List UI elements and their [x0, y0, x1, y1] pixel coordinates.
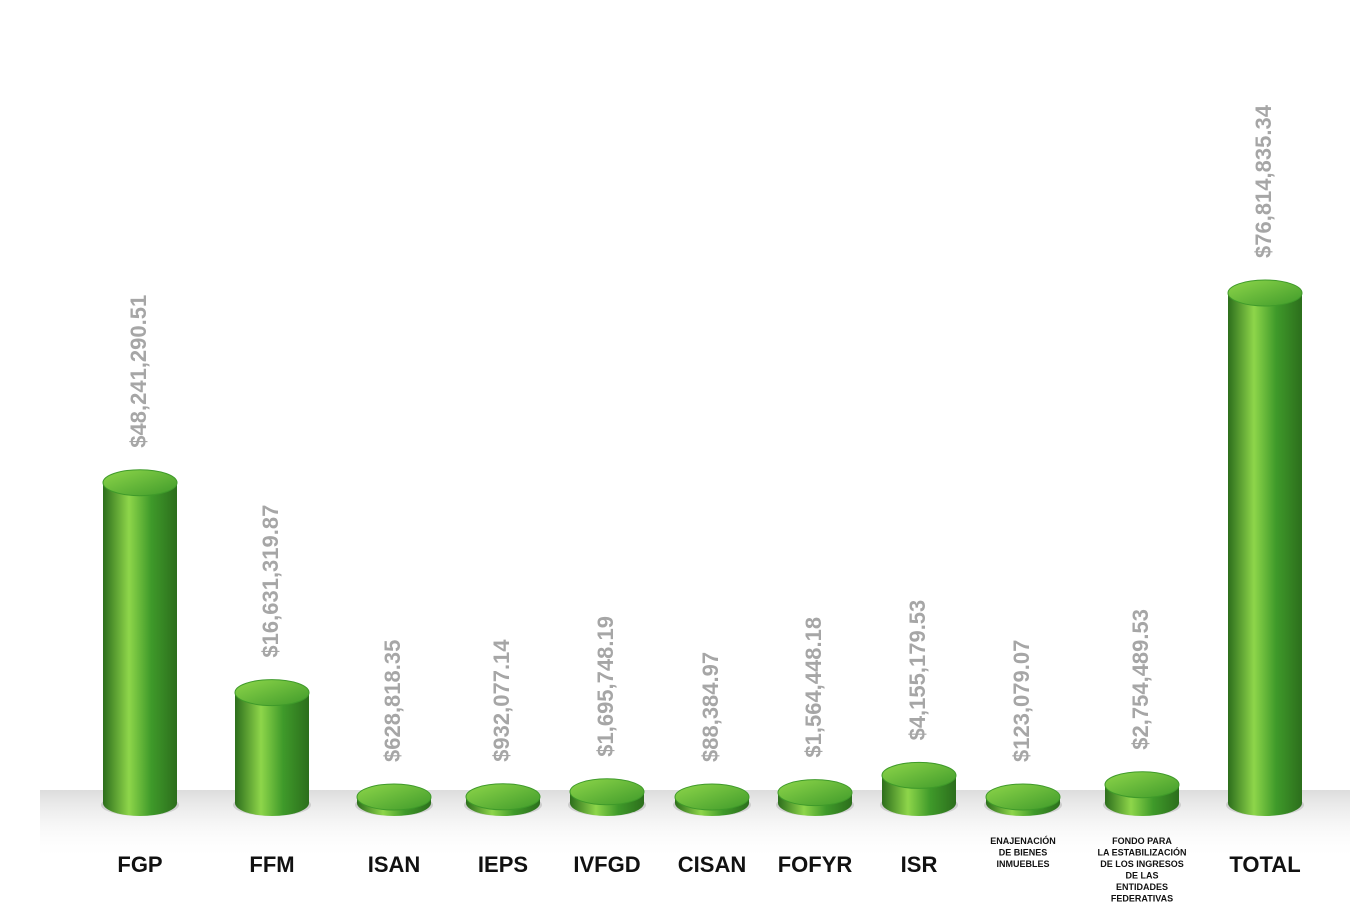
category-label-line: INMUEBLES: [996, 859, 1049, 869]
category-label-line: FFM: [249, 852, 294, 877]
bar-top: [1104, 771, 1180, 799]
bar: [355, 783, 433, 816]
bar-body: [1228, 293, 1302, 816]
bar: [880, 761, 958, 816]
bar-top: [881, 761, 957, 789]
value-label: $2,754,489.53: [1128, 609, 1153, 750]
category-label-line: ENAJENACIÓN: [990, 835, 1056, 846]
bar: [1103, 771, 1181, 816]
value-label: $4,155,179.53: [905, 600, 930, 741]
bar-top: [985, 783, 1061, 811]
bar-top: [1227, 279, 1303, 307]
bar: [101, 469, 179, 816]
bar-top: [234, 679, 310, 707]
bar: [568, 778, 646, 816]
value-label: $88,384.97: [698, 652, 723, 762]
category-label: FGP: [117, 852, 162, 877]
value-label: $48,241,290.51: [126, 295, 151, 448]
category-label-line: ISR: [901, 852, 938, 877]
category-label: FFM: [249, 852, 294, 877]
bar-top: [465, 783, 541, 811]
value-label: $628,818.35: [380, 640, 405, 762]
category-label-line: ENTIDADES: [1116, 882, 1168, 892]
value-label: $16,631,319.87: [258, 505, 283, 658]
category-label: CISAN: [678, 852, 746, 877]
category-label-line: CISAN: [678, 852, 746, 877]
category-label-line: IEPS: [478, 852, 528, 877]
category-label-line: FONDO PARA: [1112, 836, 1172, 846]
bar-top: [674, 783, 750, 811]
bar-top: [777, 779, 853, 807]
bar: [776, 779, 854, 816]
bar-top: [569, 778, 645, 806]
category-label: FOFYR: [778, 852, 853, 877]
value-label: $76,814,835.34: [1251, 104, 1276, 258]
category-label-line: ISAN: [368, 852, 421, 877]
category-label-line: TOTAL: [1229, 852, 1300, 877]
category-label: TOTAL: [1229, 852, 1300, 877]
category-label: ISR: [901, 852, 938, 877]
bar-body: [103, 482, 177, 816]
value-label: $932,077.14: [489, 639, 514, 762]
category-label-line: DE LOS INGRESOS: [1100, 859, 1184, 869]
bar: [464, 783, 542, 816]
category-label-line: FGP: [117, 852, 162, 877]
bar: [673, 783, 751, 816]
category-label-line: LA ESTABILIZACIÓN: [1098, 847, 1187, 858]
bar-top: [356, 783, 432, 811]
category-label-line: DE LAS: [1125, 871, 1158, 881]
bar-top: [102, 469, 178, 497]
bar: [233, 679, 311, 816]
bars: [101, 279, 1304, 816]
category-label-line: FEDERATIVAS: [1111, 894, 1173, 904]
category-label: ISAN: [368, 852, 421, 877]
bar: [1226, 279, 1304, 816]
value-label: $123,079.07: [1009, 640, 1034, 762]
category-label: IVFGD: [573, 852, 640, 877]
value-labels: $48,241,290.51 $16,631,319.87 $628,818.35 $…: [126, 104, 1276, 762]
category-label-line: DE BIENES: [999, 848, 1048, 858]
category-label-line: FOFYR: [778, 852, 853, 877]
category-label-line: IVFGD: [573, 852, 640, 877]
category-labels: FGP FFM ISAN IEPS IVFGD CISAN FOFYR ISR ENAJENAC…: [117, 835, 1300, 904]
value-label: $1,564,448.18: [801, 617, 826, 758]
bar-body: [235, 692, 309, 816]
value-label: $1,695,748.19: [593, 616, 618, 757]
bar: [984, 783, 1062, 816]
category-label: IEPS: [478, 852, 528, 877]
